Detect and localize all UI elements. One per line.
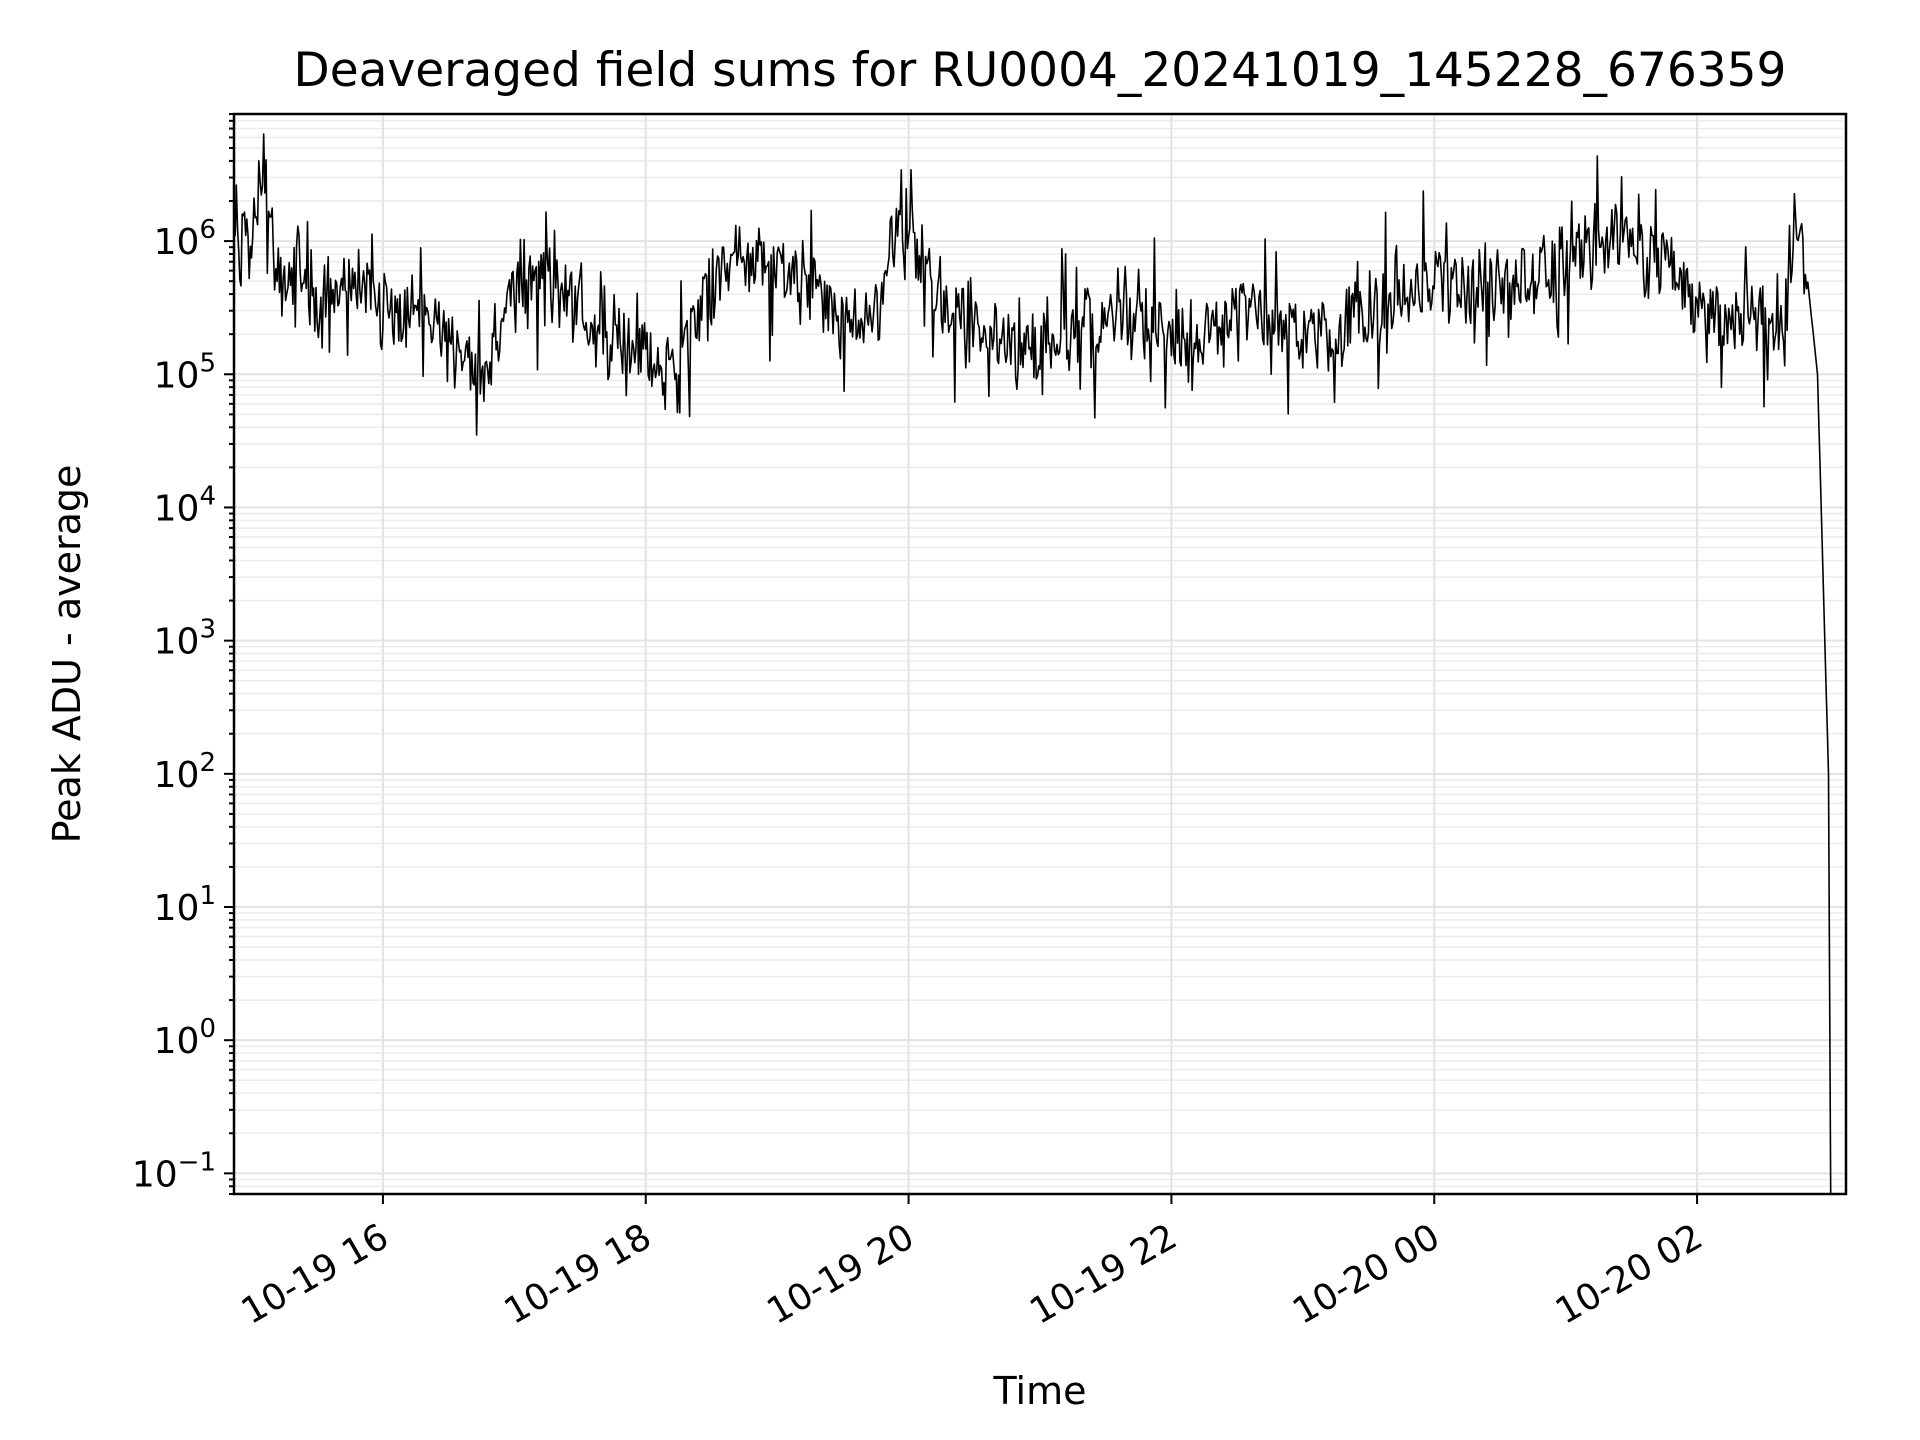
y-tick-exponent: −1 [178, 1147, 216, 1177]
y-tick-base: 10 [154, 355, 200, 396]
chart-title: Deaveraged field sums for RU0004_2024101… [294, 43, 1787, 98]
y-tick-label: 106 [154, 215, 216, 263]
grid [234, 113, 1846, 1195]
y-tick-base: 10 [154, 488, 200, 529]
y-tick-exponent: 1 [199, 881, 216, 911]
y-tick-base: 10 [154, 622, 200, 663]
y-tick-base: 10 [154, 1021, 200, 1062]
x-tick-label: 10-19 16 [235, 1216, 396, 1332]
y-axis-label: Peak ADU - average [45, 465, 89, 844]
x-tick-label: 10-19 22 [1023, 1216, 1184, 1332]
y-tick-exponent: 2 [199, 748, 216, 778]
y-tick-label: 10−1 [132, 1147, 216, 1195]
y-tick-exponent: 6 [199, 215, 216, 245]
y-tick-label: 100 [154, 1014, 216, 1062]
y-tick-label: 104 [154, 481, 216, 529]
y-tick-label: 102 [154, 748, 216, 796]
y-tick-label: 103 [154, 615, 216, 663]
x-tick-label: 10-19 20 [760, 1216, 921, 1332]
y-tick-exponent: 5 [199, 348, 216, 378]
y-tick-base: 10 [154, 888, 200, 929]
y-tick-exponent: 3 [199, 615, 216, 645]
x-axis-label: Time [993, 1369, 1087, 1413]
series-line [233, 133, 1832, 1195]
x-tick-label: 10-19 18 [498, 1216, 659, 1332]
y-tick-label: 105 [154, 348, 216, 396]
y-tick-label: 101 [154, 881, 216, 929]
y-tick-base: 10 [154, 755, 200, 796]
y-tick-exponent: 4 [199, 481, 216, 511]
y-tick-base: 10 [132, 1154, 178, 1195]
x-tick-label: 10-20 02 [1549, 1216, 1710, 1332]
ticks [224, 113, 1699, 1204]
x-tick-labels: 10-19 16 10-19 18 10-19 20 10-19 22 10-20 00… [235, 1216, 1710, 1332]
x-tick-label: 10-20 00 [1286, 1216, 1447, 1332]
y-tick-exponent: 0 [199, 1014, 216, 1044]
y-tick-base: 10 [154, 222, 200, 263]
